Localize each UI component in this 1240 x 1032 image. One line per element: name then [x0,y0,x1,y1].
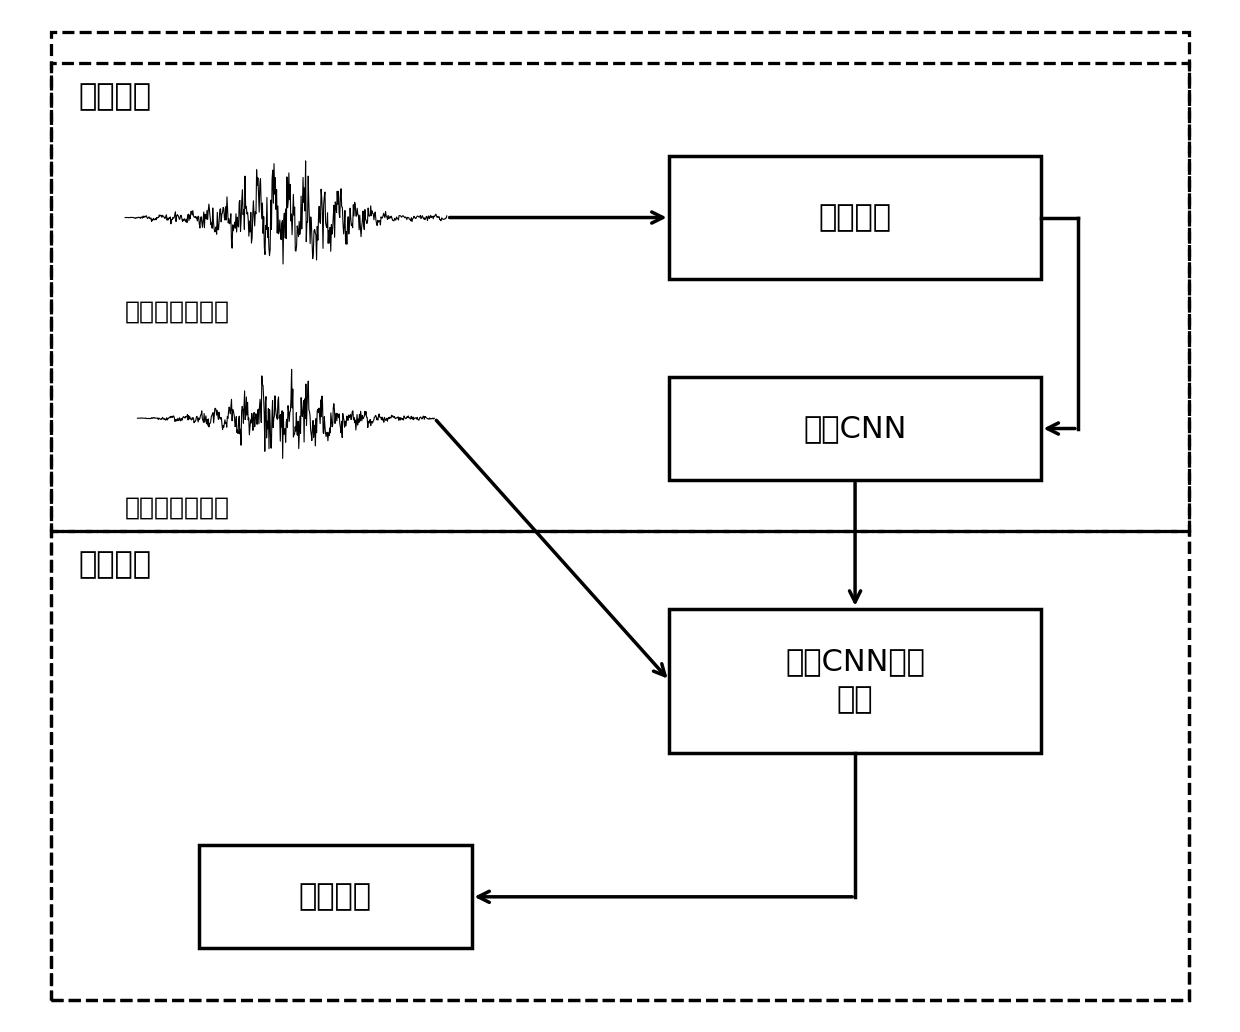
Text: 噪声类型: 噪声类型 [299,882,372,911]
Bar [51,63,1189,531]
Text: 训练CNN: 训练CNN [804,414,906,443]
Bar [670,377,1040,480]
Bar [200,845,471,948]
Text: 测试集噪声信号: 测试集噪声信号 [125,495,231,519]
Bar [51,531,1189,1000]
Text: 训练集噪声信号: 训练集噪声信号 [125,300,231,324]
Bar [670,156,1040,280]
Text: 利用CNN噪声
分类: 利用CNN噪声 分类 [785,647,925,714]
Text: 工作阶段: 工作阶段 [78,550,151,579]
Bar [670,609,1040,752]
Text: 特征提取: 特征提取 [818,203,892,232]
Text: 训练阶段: 训练阶段 [78,82,151,110]
